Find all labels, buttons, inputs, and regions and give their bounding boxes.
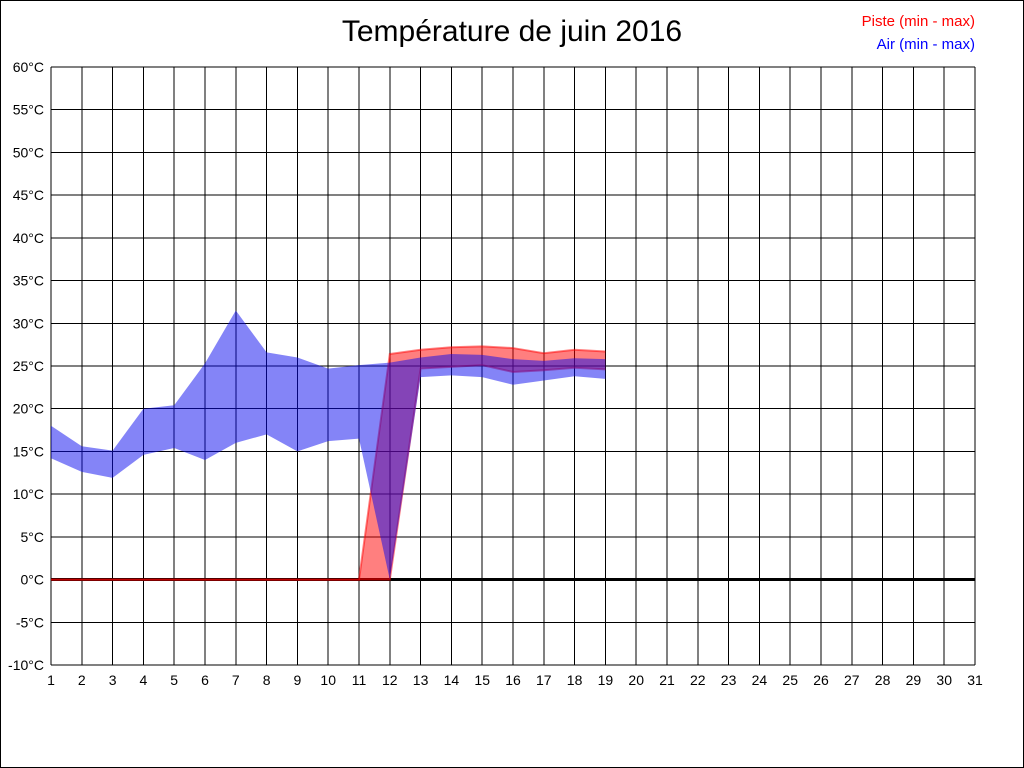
x-tick-label: 1: [47, 672, 55, 688]
x-tick-label: 3: [109, 672, 117, 688]
y-tick-label: 0°C: [21, 572, 45, 588]
legend-label-piste: Piste (min - max): [861, 13, 975, 30]
x-tick-label: 14: [444, 672, 460, 688]
x-tick-label: 27: [844, 672, 860, 688]
x-tick-label: 7: [232, 672, 240, 688]
x-tick-label: 9: [294, 672, 302, 688]
y-tick-label: 25°C: [13, 358, 44, 374]
x-tick-label: 15: [474, 672, 490, 688]
legend-label-air: Air (min - max): [876, 36, 975, 53]
x-tick-label: 17: [536, 672, 552, 688]
y-tick-label: 50°C: [13, 144, 44, 160]
chart-legend: Piste (min - max) Air (min - max): [862, 10, 975, 56]
y-tick-label: -5°C: [16, 614, 44, 630]
x-tick-label: 25: [782, 672, 798, 688]
x-tick-label: 30: [936, 672, 952, 688]
x-tick-label: 6: [201, 672, 209, 688]
y-tick-label: 10°C: [13, 486, 44, 502]
y-tick-label: 20°C: [13, 401, 44, 417]
y-tick-label: 55°C: [13, 102, 44, 118]
y-tick-label: 40°C: [13, 230, 44, 246]
x-tick-label: 29: [906, 672, 922, 688]
x-tick-label: 12: [382, 672, 398, 688]
y-tick-label: 45°C: [13, 187, 44, 203]
x-tick-label: 26: [813, 672, 829, 688]
x-tick-label: 31: [967, 672, 983, 688]
x-tick-label: 13: [413, 672, 429, 688]
x-tick-label: 16: [505, 672, 521, 688]
y-tick-label: 30°C: [13, 315, 44, 331]
chart-title: Température de juin 2016: [341, 15, 683, 48]
x-tick-label: 20: [628, 672, 644, 688]
x-tick-label: 23: [721, 672, 737, 688]
y-tick-label: 15°C: [13, 443, 44, 459]
x-tick-label: 4: [140, 672, 148, 688]
x-tick-label: 21: [659, 672, 675, 688]
y-tick-label: 35°C: [13, 273, 44, 289]
x-tick-label: 5: [170, 672, 178, 688]
x-tick-label: 10: [320, 672, 336, 688]
x-tick-label: 22: [690, 672, 706, 688]
x-tick-label: 2: [78, 672, 86, 688]
x-tick-label: 19: [598, 672, 614, 688]
air-band: [51, 310, 606, 580]
x-tick-label: 18: [567, 672, 583, 688]
y-tick-label: 5°C: [21, 529, 45, 545]
y-tick-label: 60°C: [13, 59, 44, 75]
x-tick-label: 8: [263, 672, 271, 688]
x-tick-label: 24: [752, 672, 768, 688]
x-tick-label: 28: [875, 672, 891, 688]
x-tick-label: 11: [352, 672, 367, 688]
y-tick-label: -10°C: [8, 657, 44, 673]
